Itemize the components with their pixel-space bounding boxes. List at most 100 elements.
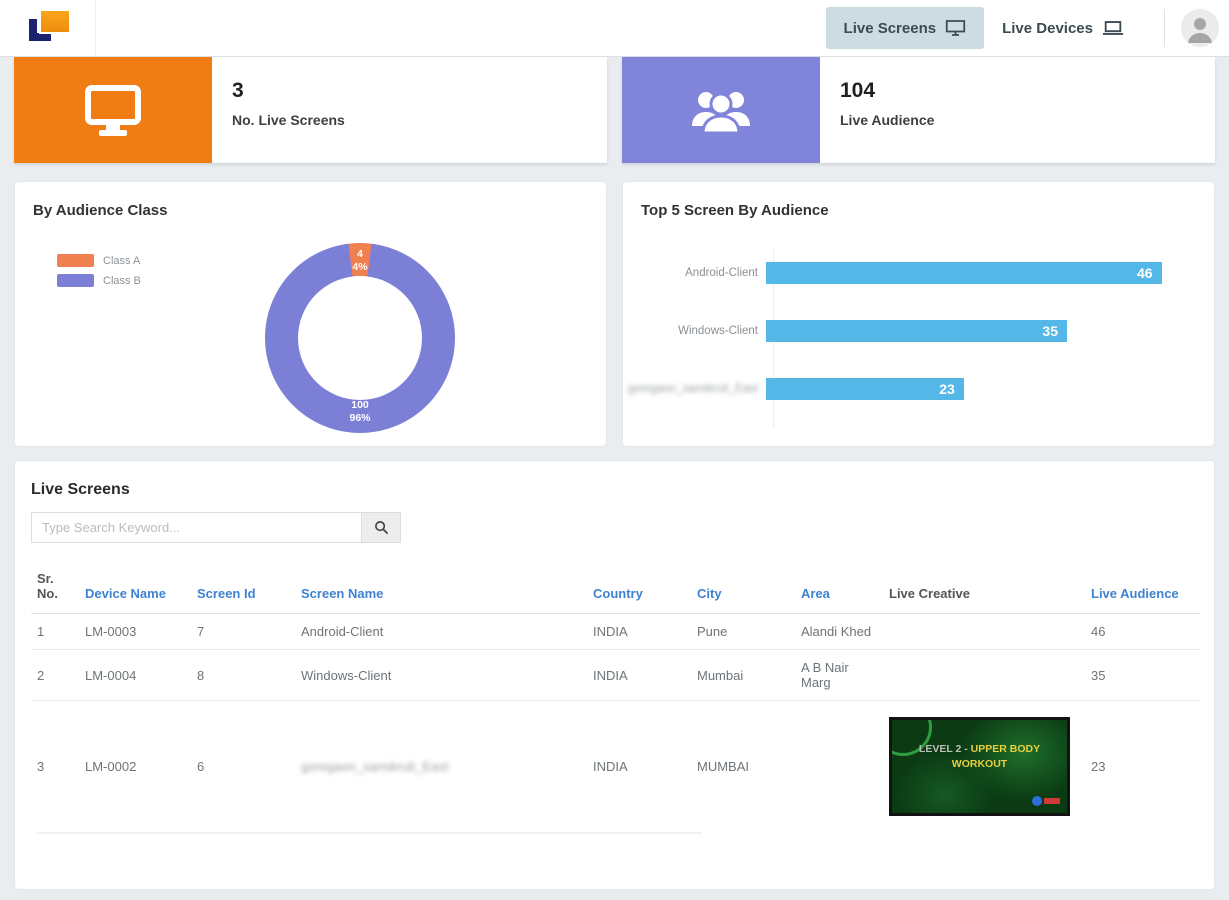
cell-screen-id: 7 — [191, 613, 295, 650]
col-sr-no: Sr. No. — [31, 571, 79, 614]
creative-logo-icon — [1032, 796, 1060, 806]
cell-city: Pune — [691, 613, 795, 650]
cell-live-creative: LEVEL 2 - UPPER BODY WORKOUT — [883, 701, 1085, 833]
live-screens-stat-label: No. Live Screens — [232, 112, 345, 128]
cell-screen-id: 6 — [197, 759, 205, 774]
bar-label-blurred: goregaon_sanskruti_East — [627, 383, 758, 395]
nav-live-devices-button[interactable]: Live Devices — [984, 8, 1142, 49]
cell-live-creative — [883, 649, 1085, 701]
cell-screen-id: 8 — [191, 649, 295, 701]
cell-screen-name: Android-Client — [295, 613, 587, 650]
cell-device-name: LM-0002 — [85, 759, 137, 774]
cell-live-creative — [883, 613, 1085, 650]
table-bottom-divider — [37, 832, 702, 834]
bar-label: Windows-Client — [678, 325, 758, 337]
col-area[interactable]: Area — [795, 571, 883, 614]
table-row: 2 LM-0004 8 Windows-Client INDIA Mumbai … — [31, 649, 1200, 701]
audience-class-card: By Audience Class Class A Class B 4 4% — [14, 181, 607, 447]
cell-device-name: LM-0003 — [79, 613, 191, 650]
nav-live-screens-button[interactable]: Live Screens — [825, 7, 985, 49]
laptop-icon — [1102, 20, 1124, 36]
bar-value: 35 — [1042, 323, 1058, 339]
bar-value: 23 — [939, 381, 955, 397]
cell-city: Mumbai — [691, 649, 795, 701]
col-country[interactable]: Country — [587, 571, 691, 614]
class-b-swatch — [57, 274, 94, 287]
class-a-swatch — [57, 254, 94, 267]
live-audience-count: 104 — [840, 79, 876, 102]
monitor-icon — [945, 19, 966, 37]
col-screen-id[interactable]: Screen Id — [191, 571, 295, 614]
table-header-row: Sr. No. Device Name Screen Id Screen Nam… — [31, 571, 1200, 614]
cell-sr: 2 — [31, 649, 79, 701]
app-logo[interactable] — [0, 0, 96, 56]
search-button[interactable] — [361, 512, 401, 543]
stats-row: 3 No. Live Screens 104 Live Audience — [0, 57, 1229, 163]
cell-screen-name: goregaon_sanskruti_East — [295, 701, 587, 833]
people-icon — [692, 92, 750, 134]
live-audience-stat-label: Live Audience — [840, 112, 935, 128]
search-bar — [31, 512, 1214, 543]
col-screen-name[interactable]: Screen Name — [295, 571, 587, 614]
blurred-screen-name: goregaon_sanskruti_East — [301, 759, 449, 774]
bar-row-windows-client: Windows-Client 35 — [623, 320, 1214, 342]
live-screens-heading: Live Screens — [31, 481, 130, 498]
live-screens-panel: Live Screens Sr. No. Device Name Screen … — [14, 460, 1215, 890]
donut-label-class-a: 4 4% — [352, 248, 368, 273]
cell-area — [795, 701, 883, 833]
nav-live-screens-label: Live Screens — [843, 19, 937, 37]
donut-label-class-b: 100 96% — [349, 399, 371, 424]
col-live-creative: Live Creative — [883, 571, 1085, 614]
bar-android-client[interactable]: 46 — [766, 262, 1162, 284]
donut-legend: Class A Class B — [57, 254, 141, 294]
cell-sr: 3 — [37, 759, 45, 774]
table-row: 3 LM-0002 6 goregaon_sanskruti_East INDI… — [31, 701, 1200, 833]
charts-row: By Audience Class Class A Class B 4 4% — [0, 181, 1229, 447]
cell-area: Alandi Khed — [795, 613, 883, 650]
cell-city: MUMBAI — [697, 759, 749, 774]
legend-item-class-b[interactable]: Class B — [57, 274, 141, 287]
cell-live-audience: 35 — [1085, 649, 1200, 701]
bar-label: Android-Client — [685, 267, 758, 279]
col-city[interactable]: City — [691, 571, 795, 614]
search-icon — [374, 521, 388, 535]
stat-icon-block-audience — [622, 57, 820, 163]
table-row: 1 LM-0003 7 Android-Client INDIA Pune Al… — [31, 613, 1200, 650]
col-live-audience[interactable]: Live Audience — [1085, 571, 1200, 614]
bar-windows-client[interactable]: 35 — [766, 320, 1067, 342]
nav-live-devices-label: Live Devices — [1002, 19, 1093, 37]
user-avatar[interactable] — [1181, 9, 1219, 47]
cell-live-audience: 46 — [1085, 613, 1200, 650]
col-device-name[interactable]: Device Name — [79, 571, 191, 614]
person-icon — [1181, 9, 1219, 47]
donut-ring — [265, 243, 455, 433]
stat-card-live-screens: 3 No. Live Screens — [14, 57, 607, 163]
top-navbar: Live Screens Live Devices — [0, 0, 1229, 57]
cell-device-name: LM-0004 — [79, 649, 191, 701]
bar-row-android-client: Android-Client 46 — [623, 262, 1214, 284]
cell-country: INDIA — [587, 649, 691, 701]
cell-area: A B Nair Marg — [795, 649, 883, 701]
search-input[interactable] — [31, 512, 361, 543]
audience-class-donut-chart[interactable]: 4 4% 100 96% — [265, 243, 455, 433]
audience-class-title: By Audience Class — [33, 202, 168, 219]
live-screens-table: Sr. No. Device Name Screen Id Screen Nam… — [31, 571, 1200, 832]
bar-blurred-screen[interactable]: 23 — [766, 378, 964, 400]
stat-text-audience: 104 Live Audience — [820, 57, 934, 163]
cell-live-audience: 23 — [1091, 759, 1106, 774]
stat-icon-block-screens — [14, 57, 212, 163]
thumbnail-text: LEVEL 2 - UPPER BODY WORKOUT — [918, 743, 1041, 770]
top-screens-title: Top 5 Screen By Audience — [641, 202, 829, 219]
live-screens-count: 3 — [232, 79, 244, 102]
class-a-label: Class A — [103, 254, 141, 267]
cell-country: INDIA — [593, 759, 628, 774]
class-b-label: Class B — [103, 274, 141, 287]
bar-row-blurred-screen: goregaon_sanskruti_East 23 — [623, 378, 1214, 400]
top-screens-bar-chart: Android-Client 46 Windows-Client 35 gore… — [623, 262, 1214, 436]
nav-actions: Live Screens Live Devices — [825, 0, 1229, 56]
logo-mark-icon — [27, 9, 69, 47]
legend-item-class-a[interactable]: Class A — [57, 254, 141, 267]
live-creative-thumbnail[interactable]: LEVEL 2 - UPPER BODY WORKOUT — [889, 717, 1070, 816]
stat-text-screens: 3 No. Live Screens — [212, 57, 345, 163]
